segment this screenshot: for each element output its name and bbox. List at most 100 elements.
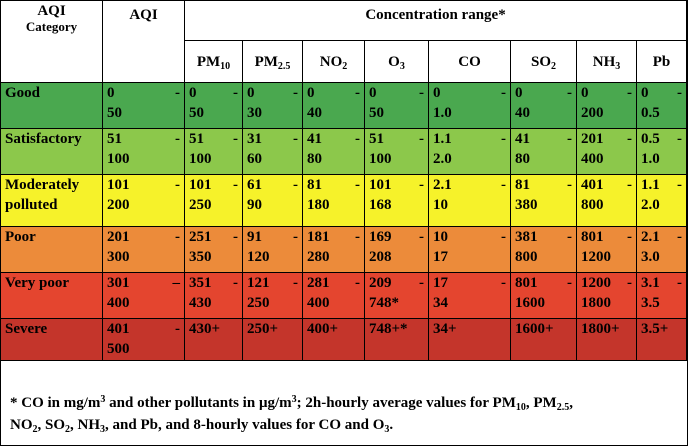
- range-line-1: 0-: [369, 85, 424, 101]
- range-line-1: 181-: [307, 229, 360, 245]
- range-line-1: 2.1-: [433, 177, 506, 193]
- so2-cell: 381- 800: [510, 226, 577, 273]
- range-line-1: 101-: [369, 177, 424, 193]
- footnote-sub-3: 10: [515, 402, 526, 413]
- category-cell: Severe: [0, 318, 103, 361]
- range-line-2: 40: [307, 105, 322, 121]
- range-line-1: 381-: [515, 229, 572, 245]
- pm10-cell: 251- 350: [184, 226, 243, 273]
- aqi-table: AQI Category AQI Concentration range* PM…: [0, 0, 688, 361]
- range-line-1: 401-: [581, 177, 632, 193]
- range-line-1: 351-: [189, 275, 238, 291]
- footnote-text-3: ; 2h-hourly average values for PM: [296, 395, 516, 411]
- range-line-1: 281-: [307, 275, 360, 291]
- range-line-2: 80: [515, 151, 530, 167]
- aqi-cell: 0-50: [102, 82, 185, 129]
- category-cell: Moderately polluted: [0, 174, 103, 227]
- range-line-2: 208: [369, 249, 392, 265]
- pollutant-name: PM: [196, 53, 221, 70]
- range-line-2: 350: [189, 249, 212, 265]
- pb-cell: 3.1- 3.5: [635, 272, 688, 319]
- range-line-2: 10: [433, 197, 448, 213]
- footnote-sub-6: 2: [32, 424, 38, 435]
- pm10-cell: 101- 250: [184, 174, 243, 227]
- footnote-sub-7: 2: [65, 424, 71, 435]
- range-line-2: 34: [433, 295, 448, 311]
- range-line-2: 100: [369, 151, 392, 167]
- pm25-cell: 61-90: [242, 174, 303, 227]
- range-line-1: 209-: [369, 275, 424, 291]
- pollutant-header: O3: [364, 40, 429, 83]
- pollutant-subscript: 3: [615, 60, 621, 72]
- footnote-sub-8: 3: [100, 424, 106, 435]
- footnote-text-7: , SO: [37, 417, 66, 433]
- pollutant-header: NH3: [576, 40, 637, 83]
- aqi-cell: 101- 200: [102, 174, 185, 227]
- table-row: Moderately polluted 101-200 101-250 61-90 81…: [0, 174, 688, 227]
- nh3-cell: 201- 400: [576, 128, 637, 175]
- footnote-text-8: , NH: [70, 417, 101, 433]
- co-cell: 1.1- 2.0: [428, 128, 511, 175]
- table-row: Severe 401- 500 430+ 250+ 400+ 748+* 34+ 1600+ 18…: [0, 318, 688, 361]
- range-line-1: 51-: [189, 131, 238, 147]
- range-line-1: 51-: [107, 131, 180, 147]
- range-line-1: 0-: [107, 85, 180, 101]
- category-cell: Very poor: [0, 272, 103, 319]
- o3-cell: 209- 748*: [364, 272, 429, 319]
- pm10-cell: 51-100: [184, 128, 243, 175]
- nh3-cell: 1800+: [576, 318, 637, 361]
- pb-cell: 2.1- 3.0: [635, 226, 688, 273]
- range-line-2: 2.0: [433, 151, 452, 167]
- pb-cell: 3.5+: [635, 318, 688, 361]
- no2-cell: 281- 400: [302, 272, 365, 319]
- co-cell: 2.1- 10: [428, 174, 511, 227]
- range-line-2: 200: [581, 105, 604, 121]
- pollutant-name: SO: [530, 53, 551, 70]
- range-line-1: 2.1-: [641, 229, 683, 245]
- footnote: * CO in mg/m3 and other pollutants in μg…: [10, 392, 680, 436]
- o3-cell: 0-50: [364, 82, 429, 129]
- pollutant-header: Pb: [635, 40, 688, 83]
- range-line-1: 0-: [307, 85, 360, 101]
- nh3-cell: 0-200: [576, 82, 637, 129]
- table-row: Very poor 301– 400 351- 430 121- 250 281- 400 209…: [0, 272, 688, 319]
- nh3-cell: 1200- 1800: [576, 272, 637, 319]
- footnote-text-10: .: [389, 417, 394, 433]
- pollutant-subscript: 2.5: [277, 60, 291, 72]
- range-line-2: 500: [107, 341, 130, 357]
- range-line-2: 400: [581, 151, 604, 167]
- pollutant-name: PM: [254, 53, 278, 70]
- o3-cell: 748+*: [364, 318, 429, 361]
- pm10-cell: 0-50: [184, 82, 243, 129]
- table-row: Good 0-50 0-50 0-30 0-40 0-50 0-1.0 0-40 0-200 0-…: [0, 82, 688, 129]
- table-row: Satisfactory 51-100 51-100 31-60 41-80 51-100…: [0, 128, 688, 175]
- range-line-2: 300: [107, 249, 130, 265]
- pm25-cell: 250+: [242, 318, 303, 361]
- range-line-2: 250: [189, 197, 212, 213]
- table-body: Good 0-50 0-50 0-30 0-40 0-50 0-1.0 0-40 0-200 0-…: [0, 82, 688, 361]
- category-cell: Good: [0, 82, 103, 129]
- range-line-1: 61-: [247, 177, 298, 193]
- range-line-1: 101-: [107, 177, 180, 193]
- footnote-text-2: and other pollutants in μg/m: [105, 395, 292, 411]
- range-line-1: 121-: [247, 275, 298, 291]
- no2-cell: 0-40: [302, 82, 365, 129]
- range-line-2: 200: [107, 197, 130, 213]
- aqi-category-header: AQI Category: [0, 0, 103, 83]
- pollutant-header: NO2: [302, 40, 365, 83]
- co-cell: 10-17: [428, 226, 511, 273]
- range-line-2: 1.0: [433, 105, 452, 121]
- o3-cell: 101- 168: [364, 174, 429, 227]
- range-line-2: 1600: [515, 295, 545, 311]
- range-line-1: 41-: [307, 131, 360, 147]
- pollutant-subscript: 10: [220, 60, 231, 72]
- aqi-cell: 51-100: [102, 128, 185, 175]
- range-line-2: 800: [515, 249, 538, 265]
- range-line-2: 40: [515, 105, 530, 121]
- range-line-2: 800: [581, 197, 604, 213]
- aqi-cell: 401- 500: [102, 318, 185, 361]
- footnote-text-6: NO: [10, 417, 33, 433]
- pb-cell: 0-0.5: [635, 82, 688, 129]
- range-line-2: 748*: [369, 295, 399, 311]
- range-line-2: 1200: [581, 249, 611, 265]
